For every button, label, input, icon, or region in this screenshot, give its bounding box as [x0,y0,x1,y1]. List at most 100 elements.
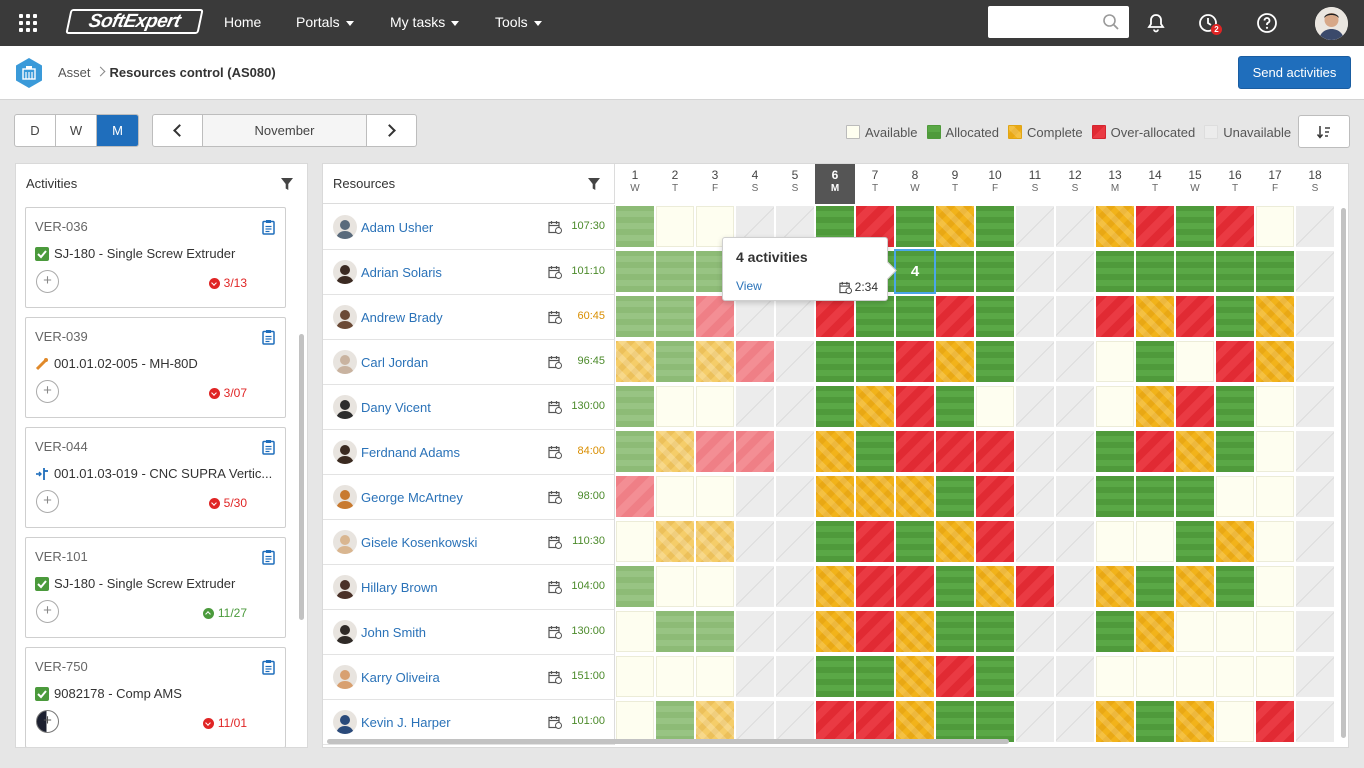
calendar-clock-icon[interactable] [548,715,562,729]
allocation-cell-over[interactable] [1016,566,1054,607]
allocation-cell-over[interactable] [1256,701,1294,742]
allocation-cell-avl[interactable] [656,476,694,517]
calendar-clock-icon[interactable] [548,400,562,414]
assign-user-button[interactable]: + [36,600,59,623]
allocation-cell-over-light[interactable] [616,476,654,517]
activity-card[interactable]: VER-036 SJ-180 - Single Screw Extruder +3/… [25,207,286,308]
allocation-cell-alc[interactable] [1176,521,1214,562]
allocation-cell-avl[interactable] [1136,521,1174,562]
allocation-cell-alc[interactable] [936,701,974,742]
allocation-cell-comp[interactable] [856,386,894,427]
search-input[interactable] [988,6,1129,38]
tooltip-view-link[interactable]: View [736,279,762,293]
allocation-cell-alc[interactable] [816,386,854,427]
allocation-cell-avl[interactable] [1216,476,1254,517]
assign-user-button[interactable]: + [36,490,59,513]
allocation-cell-alc[interactable] [976,656,1014,697]
allocation-cell-avl[interactable] [656,566,694,607]
allocation-cell-unavl[interactable] [776,656,814,697]
allocation-cell-alc-light[interactable] [656,296,694,337]
previous-month-button[interactable] [153,115,202,146]
allocation-cell-unavl[interactable] [736,476,774,517]
allocation-cell-comp[interactable] [896,701,934,742]
allocation-cell-over[interactable] [816,296,854,337]
allocation-cell-avl[interactable] [1216,611,1254,652]
allocation-cell-avl[interactable] [1256,611,1294,652]
resource-name[interactable]: Gisele Kosenkowski [361,535,478,550]
allocation-cell-unavl[interactable] [1056,431,1094,472]
allocation-cell-alc[interactable] [976,251,1014,292]
allocation-cell-alc[interactable] [1176,251,1214,292]
allocation-cell-unavl[interactable] [1056,701,1094,742]
allocation-cell-comp[interactable] [1136,296,1174,337]
allocation-cell-unavl[interactable] [776,296,814,337]
resource-name[interactable]: Karry Oliveira [361,670,440,685]
allocation-cell-alc[interactable] [816,656,854,697]
allocation-cell-unavl[interactable] [1296,296,1334,337]
allocation-cell-alc[interactable] [896,521,934,562]
allocation-cell-alc[interactable] [896,296,934,337]
allocation-cell-alc[interactable] [1136,341,1174,382]
allocation-cell-alc[interactable] [1096,611,1134,652]
clipboard-icon[interactable] [262,219,275,235]
allocation-cell-unavl[interactable] [1016,341,1054,382]
allocation-cell-comp[interactable] [1176,566,1214,607]
allocation-cell-unavl[interactable] [1016,431,1054,472]
allocation-cell-alc[interactable] [976,701,1014,742]
allocation-cell-over[interactable] [896,431,934,472]
allocation-cell-comp[interactable] [896,476,934,517]
allocation-cell-over[interactable] [896,341,934,382]
allocation-cell-avl[interactable] [616,521,654,562]
bell-icon[interactable] [1144,11,1168,35]
allocation-cell-avl[interactable] [1096,656,1134,697]
allocation-cell-over[interactable] [1096,296,1134,337]
allocation-cell-unavl[interactable] [1296,341,1334,382]
view-week-button[interactable]: W [56,115,97,146]
allocation-cell-alc[interactable] [1096,476,1134,517]
allocation-cell-alc-light[interactable] [616,431,654,472]
allocation-cell-over[interactable] [1216,206,1254,247]
resource-name[interactable]: Adam Usher [361,220,434,235]
allocation-cell-avl[interactable] [1256,656,1294,697]
allocation-cell-over[interactable] [936,656,974,697]
allocation-cell-alc-light[interactable] [656,611,694,652]
allocation-cell-avl[interactable] [656,656,694,697]
resource-name[interactable]: Kevin J. Harper [361,715,451,730]
allocation-cell-unavl[interactable] [1296,206,1334,247]
user-avatar[interactable] [1315,7,1348,40]
resource-name[interactable]: Hillary Brown [361,580,438,595]
allocation-cell-unavl[interactable] [776,611,814,652]
allocation-cell-alc-light[interactable] [656,341,694,382]
allocation-cell-alc[interactable] [896,206,934,247]
resource-name[interactable]: Carl Jordan [361,355,429,370]
allocation-cell-unavl[interactable] [1296,611,1334,652]
allocation-cell-alc[interactable] [936,611,974,652]
allocation-cell-alc[interactable] [1216,431,1254,472]
allocation-cell-over[interactable] [896,566,934,607]
calendar-clock-icon[interactable] [548,670,562,684]
nav-my-tasks[interactable]: My tasks [390,14,460,30]
allocation-cell-alc-light[interactable] [616,296,654,337]
calendar-clock-icon[interactable] [548,265,562,279]
allocation-cell-avl[interactable] [1256,566,1294,607]
allocation-cell-over[interactable] [1176,386,1214,427]
allocation-cell-over[interactable] [816,701,854,742]
allocation-cell-alc[interactable] [1136,476,1174,517]
allocation-cell-over[interactable] [1136,206,1174,247]
resource-name[interactable]: George McArtney [361,490,463,505]
allocation-cell-comp[interactable] [1176,701,1214,742]
filter-icon[interactable] [587,177,601,191]
next-month-button[interactable] [367,115,416,146]
calendar-clock-icon[interactable] [548,445,562,459]
allocation-cell-alc-light[interactable] [656,701,694,742]
allocation-cell-alc[interactable] [1176,206,1214,247]
allocation-cell-over[interactable] [976,521,1014,562]
allocation-cell-unavl[interactable] [736,656,774,697]
allocation-cell-alc[interactable] [976,611,1014,652]
allocation-cell-alc[interactable] [936,386,974,427]
allocation-cell-over[interactable] [936,431,974,472]
allocation-cell-alc[interactable] [1216,296,1254,337]
allocation-cell-comp-light[interactable] [696,521,734,562]
assign-user-button[interactable]: + [36,270,59,293]
allocation-cell-unavl[interactable] [1056,656,1094,697]
